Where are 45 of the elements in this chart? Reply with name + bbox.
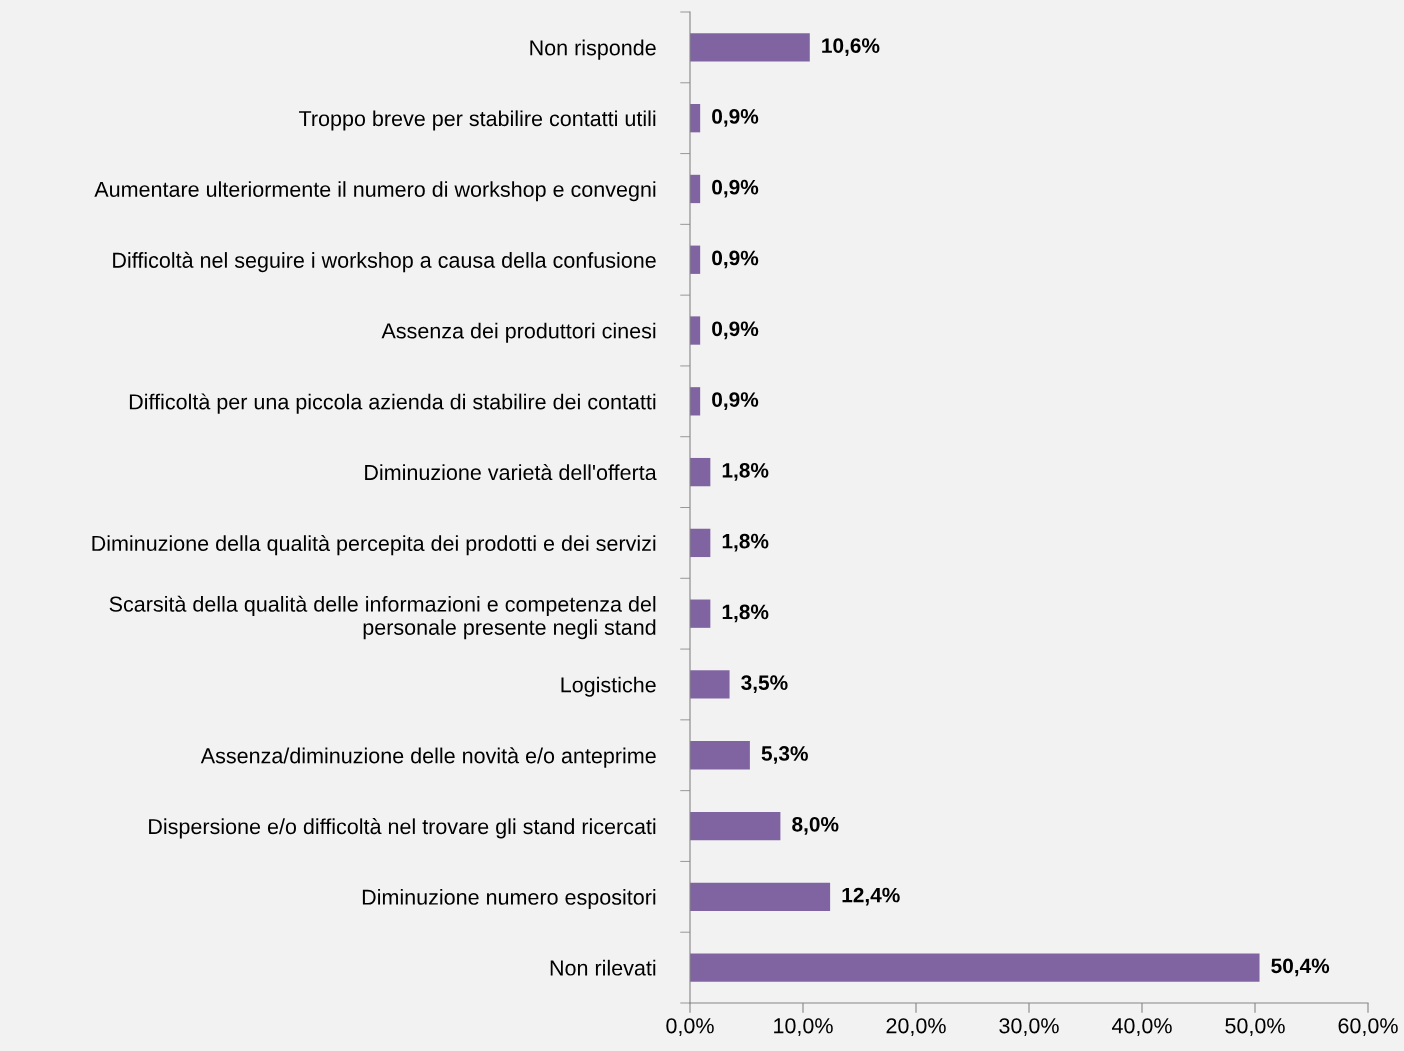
bar bbox=[690, 811, 781, 841]
x-tick-label: 10,0% bbox=[774, 1018, 833, 1036]
y-tick-label: Non rilevati bbox=[550, 959, 656, 976]
y-tick-label: Diminuzione varietà dell'offerta bbox=[365, 464, 657, 481]
data-label: 1,8% bbox=[722, 462, 769, 481]
data-label: 1,8% bbox=[722, 604, 769, 623]
bar bbox=[690, 33, 810, 62]
data-label: 12,4% bbox=[842, 887, 900, 906]
y-tick-label: Difficoltà nel seguire i workshop a causa della confusione bbox=[113, 251, 656, 273]
x-tick-label: 40,0% bbox=[1111, 1018, 1172, 1036]
y-tick-label: Scarsità della qualità delle informazioni e competenza del personale presente negli stand bbox=[109, 595, 656, 640]
bar bbox=[690, 882, 831, 911]
data-label: 0,9% bbox=[712, 179, 759, 198]
data-label: 0,9% bbox=[712, 321, 759, 340]
y-tick-label: Difficoltà per una piccola azienda di stabilire dei contatti bbox=[129, 393, 656, 414]
data-label: 0,9% bbox=[712, 250, 759, 269]
bar bbox=[690, 599, 711, 628]
y-tick-label: Aumentare ulteriormente il numero di workshop e convegni bbox=[94, 181, 656, 202]
y-tick-label: Logistiche bbox=[561, 676, 656, 697]
bar bbox=[690, 953, 1260, 982]
y-tick-label: Assenza/diminuzione delle novità e/o anteprime bbox=[200, 747, 656, 768]
y-tick-label: Troppo breve per stabilire contatti utili bbox=[299, 110, 656, 131]
x-tick-label: 20,0% bbox=[886, 1018, 946, 1036]
x-tick-label: 0,0% bbox=[666, 1018, 714, 1036]
y-tick-label: Assenza dei produttori cinesi bbox=[381, 322, 656, 343]
data-label: 8,0% bbox=[792, 816, 839, 835]
data-label: 10,6% bbox=[822, 38, 880, 57]
data-label: 0,9% bbox=[712, 109, 759, 127]
y-tick-label: Non risponde bbox=[530, 39, 656, 60]
y-tick-label: Diminuzione della qualità percepita dei prodotti e dei servizi bbox=[92, 534, 656, 556]
bar bbox=[690, 741, 750, 770]
y-tick-label: Dispersione e/o difficoltà nel trovare gli stand ricercati bbox=[149, 818, 656, 839]
x-tick-label: 60,0% bbox=[1338, 1018, 1398, 1036]
bar bbox=[690, 316, 701, 345]
data-label: 50,4% bbox=[1271, 958, 1330, 977]
data-label: 3,5% bbox=[741, 675, 788, 694]
bar bbox=[690, 670, 730, 699]
x-tick-label: 50,0% bbox=[1225, 1018, 1285, 1036]
data-label: 5,3% bbox=[761, 746, 808, 764]
y-tick-label: Diminuzione numero espositori bbox=[362, 889, 656, 910]
data-label: 1,8% bbox=[722, 533, 769, 552]
data-label: 0,9% bbox=[712, 392, 759, 410]
bar bbox=[690, 457, 711, 487]
bar bbox=[690, 528, 711, 558]
x-tick-label: 30,0% bbox=[999, 1018, 1059, 1036]
